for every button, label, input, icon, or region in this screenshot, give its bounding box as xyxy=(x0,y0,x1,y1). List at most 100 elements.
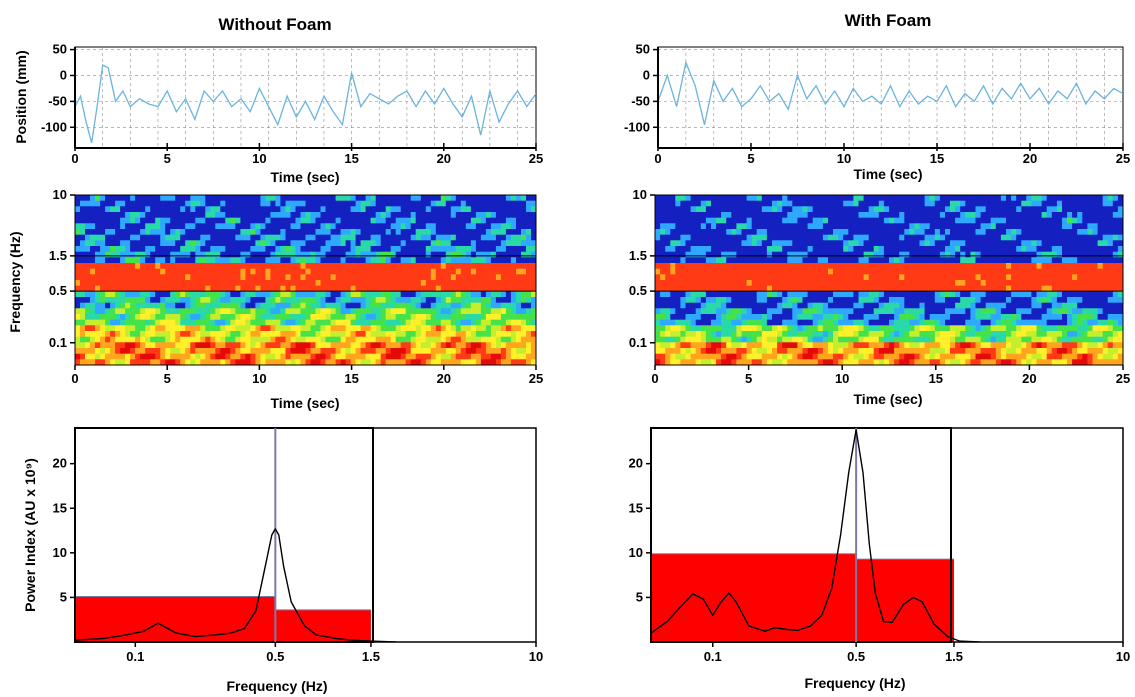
heatmap-cell xyxy=(1051,217,1058,224)
heatmap-cell xyxy=(1051,291,1058,298)
heatmap-cell xyxy=(305,359,312,365)
heatmap-cell xyxy=(90,331,96,338)
heatmap-cell xyxy=(505,302,512,309)
heatmap-cell xyxy=(909,212,915,219)
heatmap-cell xyxy=(320,263,327,270)
heatmap-cell xyxy=(350,274,357,281)
heatmap-cell xyxy=(812,223,819,230)
heatmap-cell xyxy=(375,314,382,321)
heatmap-cell xyxy=(395,359,402,365)
heatmap-cell xyxy=(470,200,477,207)
heatmap-cell xyxy=(655,297,661,304)
heatmap-cell xyxy=(510,240,517,247)
heatmap-cell xyxy=(705,285,712,292)
heatmap-cell xyxy=(756,319,763,326)
heatmap-cell xyxy=(150,246,156,253)
heatmap-cell xyxy=(1072,229,1078,236)
heatmap-cell xyxy=(405,217,412,224)
heatmap-cell xyxy=(822,257,829,264)
heatmap-cell xyxy=(75,268,81,275)
heatmap-cell xyxy=(290,234,297,241)
heatmap-cell xyxy=(205,336,211,343)
heatmap-cell xyxy=(1056,268,1063,275)
heatmap-cell xyxy=(90,234,96,241)
heatmap-cell xyxy=(490,342,497,349)
heatmap-cell xyxy=(843,291,849,298)
heatmap-cell xyxy=(690,217,697,224)
heatmap-cell xyxy=(1062,285,1068,292)
heatmap-cell xyxy=(838,212,844,219)
heatmap-cell xyxy=(310,268,317,275)
heatmap-cell xyxy=(883,302,890,309)
heatmap-cell xyxy=(280,342,286,349)
heatmap-cell xyxy=(360,206,367,213)
heatmap-cell xyxy=(812,314,819,321)
heatmap-cell xyxy=(807,217,814,224)
heatmap-cell xyxy=(305,336,312,343)
heatmap-cell xyxy=(695,212,702,219)
heatmap-cell xyxy=(460,263,467,270)
heatmap-cell xyxy=(751,308,758,315)
heatmap-cell xyxy=(250,280,256,287)
heatmap-cell xyxy=(848,251,854,258)
heatmap-cell xyxy=(345,314,352,321)
heatmap-cell xyxy=(889,314,895,321)
heatmap-cell xyxy=(190,240,196,247)
heatmap-cell xyxy=(1112,212,1119,219)
heatmap-cell xyxy=(345,268,352,275)
heatmap-cell xyxy=(736,274,743,281)
heatmap-cell xyxy=(939,240,946,247)
heatmap-cell xyxy=(370,217,377,224)
heatmap-cell xyxy=(736,291,743,298)
heatmap-cell xyxy=(355,240,362,247)
heatmap-cell xyxy=(833,280,839,287)
heatmap-cell xyxy=(320,257,327,264)
heatmap-cell xyxy=(470,319,477,326)
heatmap-cell xyxy=(721,308,727,315)
heatmap-cell xyxy=(1067,200,1073,207)
heatmap-cell xyxy=(370,342,377,349)
heatmap-cell xyxy=(934,251,941,258)
heatmap-cell xyxy=(175,342,181,349)
heatmap-cell xyxy=(516,359,522,365)
heatmap-cell xyxy=(924,240,931,247)
heatmap-cell xyxy=(1077,302,1083,309)
heatmap-cell xyxy=(110,240,116,247)
heatmap-cell xyxy=(1051,240,1058,247)
heatmap-cell xyxy=(950,200,956,207)
heatmap-cell xyxy=(751,268,758,275)
heatmap-cell xyxy=(185,342,191,349)
heatmap-cell xyxy=(85,280,91,287)
y-tick-label: 0 xyxy=(60,67,67,82)
heatmap-cell xyxy=(812,206,819,213)
heatmap-cell xyxy=(1067,195,1073,202)
heatmap-cell xyxy=(165,217,171,224)
heatmap-cell xyxy=(1000,291,1007,298)
heatmap-cell xyxy=(751,195,758,202)
heatmap-cell xyxy=(225,325,231,332)
heatmap-cell xyxy=(726,297,732,304)
heatmap-cell xyxy=(240,212,246,219)
heatmap-cell xyxy=(655,257,661,264)
heatmap-cell xyxy=(1011,319,1017,326)
heatmap-cell xyxy=(410,325,417,332)
heatmap-cell xyxy=(838,285,844,292)
heatmap-cell xyxy=(495,314,502,321)
heatmap-cell xyxy=(310,280,317,287)
heatmap-cell xyxy=(270,251,276,258)
heatmap-cell xyxy=(510,246,517,253)
heatmap-cell xyxy=(792,268,798,275)
heatmap-cell xyxy=(170,195,176,202)
heatmap-cell xyxy=(305,206,312,213)
heatmap-cell xyxy=(960,319,966,326)
heatmap-cell xyxy=(960,263,966,270)
heatmap-cell xyxy=(670,223,676,230)
heatmap-cell xyxy=(1092,206,1099,213)
heatmap-cell xyxy=(470,263,477,270)
heatmap-cell xyxy=(365,240,372,247)
heatmap-cell xyxy=(280,195,286,202)
heatmap-cell xyxy=(85,268,91,275)
heatmap-cell xyxy=(80,274,86,281)
heatmap-cell xyxy=(75,291,81,298)
heatmap-cell xyxy=(105,331,111,338)
